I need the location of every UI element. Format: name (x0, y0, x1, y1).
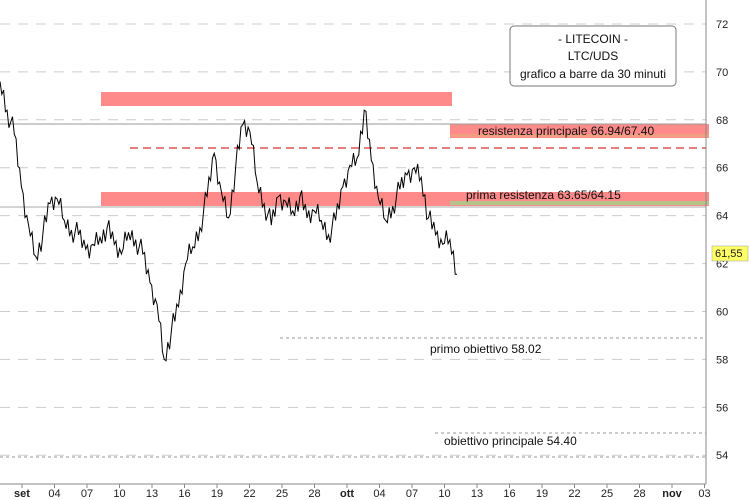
annotation-label: prima resistenza 63.65/64.15 (466, 188, 621, 202)
x-axis-ticks: set 04 07 10 13 16 19 22 25 28 ott 04 07 10 13 16 19 22 25… (14, 484, 711, 500)
x-tick-label: 19 (211, 488, 223, 500)
title-box-frame (509, 25, 677, 87)
y-tick-label: 54 (716, 450, 728, 462)
x-tick-label: 03 (698, 488, 710, 500)
x-tick-label: 16 (503, 488, 515, 500)
x-tick-label: 07 (406, 488, 418, 500)
x-tick-label: ott (340, 488, 354, 500)
x-tick-label: 10 (113, 488, 125, 500)
x-tick-label: 19 (536, 488, 548, 500)
y-tick-label: 64 (716, 211, 728, 223)
y-tick-label: 58 (716, 354, 728, 366)
last-price-label: 61,55 (715, 248, 743, 260)
x-tick-label: 22 (568, 488, 580, 500)
y-tick-label: 72 (716, 19, 728, 31)
last-price-badge: 61,55 (711, 245, 749, 262)
x-tick-label: 13 (146, 488, 158, 500)
y-tick-label: 70 (716, 67, 728, 79)
y-tick-label: 60 (716, 306, 728, 318)
annotation-labels: resistenza principale 66.94/67.40 prima r… (430, 124, 654, 448)
last-price-badge-bg (711, 245, 749, 262)
y-tick-label: 66 (716, 163, 728, 175)
annotation-label: resistenza principale 66.94/67.40 (478, 124, 654, 138)
y-tick-label: 68 (716, 115, 728, 127)
first-resistance-band-edge (450, 201, 709, 205)
price-series-line (0, 81, 457, 362)
chart-subtitle: LTC/UDS (568, 49, 618, 63)
y-tick-label: 56 (716, 402, 728, 414)
x-tick-label: 04 (48, 488, 60, 500)
resistance-zones (101, 92, 709, 206)
x-tick-label: 25 (276, 488, 288, 500)
x-tick-label: 04 (373, 488, 385, 500)
x-tick-label: 25 (601, 488, 613, 500)
chart-title: - LITECOIN - (558, 32, 628, 46)
annotation-label: primo obiettivo 58.02 (430, 342, 542, 356)
x-tick-label: set (14, 488, 30, 500)
grid-lines (0, 23, 706, 456)
x-tick-label: 13 (471, 488, 483, 500)
title-box: - LITECOIN - LTC/UDS grafico a barre da … (509, 25, 677, 87)
x-tick-label: 22 (243, 488, 255, 500)
y-axis-ticks: 54 56 58 60 62 64 66 68 70 72 (716, 19, 728, 462)
x-tick-label: nov (662, 488, 682, 500)
main-resistance-band-edge (450, 134, 709, 137)
x-tick-label: 10 (438, 488, 450, 500)
level-lines (0, 123, 706, 458)
x-tick-label: 16 (178, 488, 190, 500)
upper-resistance-band (101, 92, 452, 106)
annotation-label: obiettivo principale 54.40 (444, 434, 577, 448)
x-tick-label: 28 (308, 488, 320, 500)
chart-description: grafico a barre da 30 minuti (520, 67, 666, 81)
y-tick-label: 62 (716, 259, 728, 271)
x-tick-label: 07 (81, 488, 93, 500)
x-tick-label: 28 (633, 488, 645, 500)
